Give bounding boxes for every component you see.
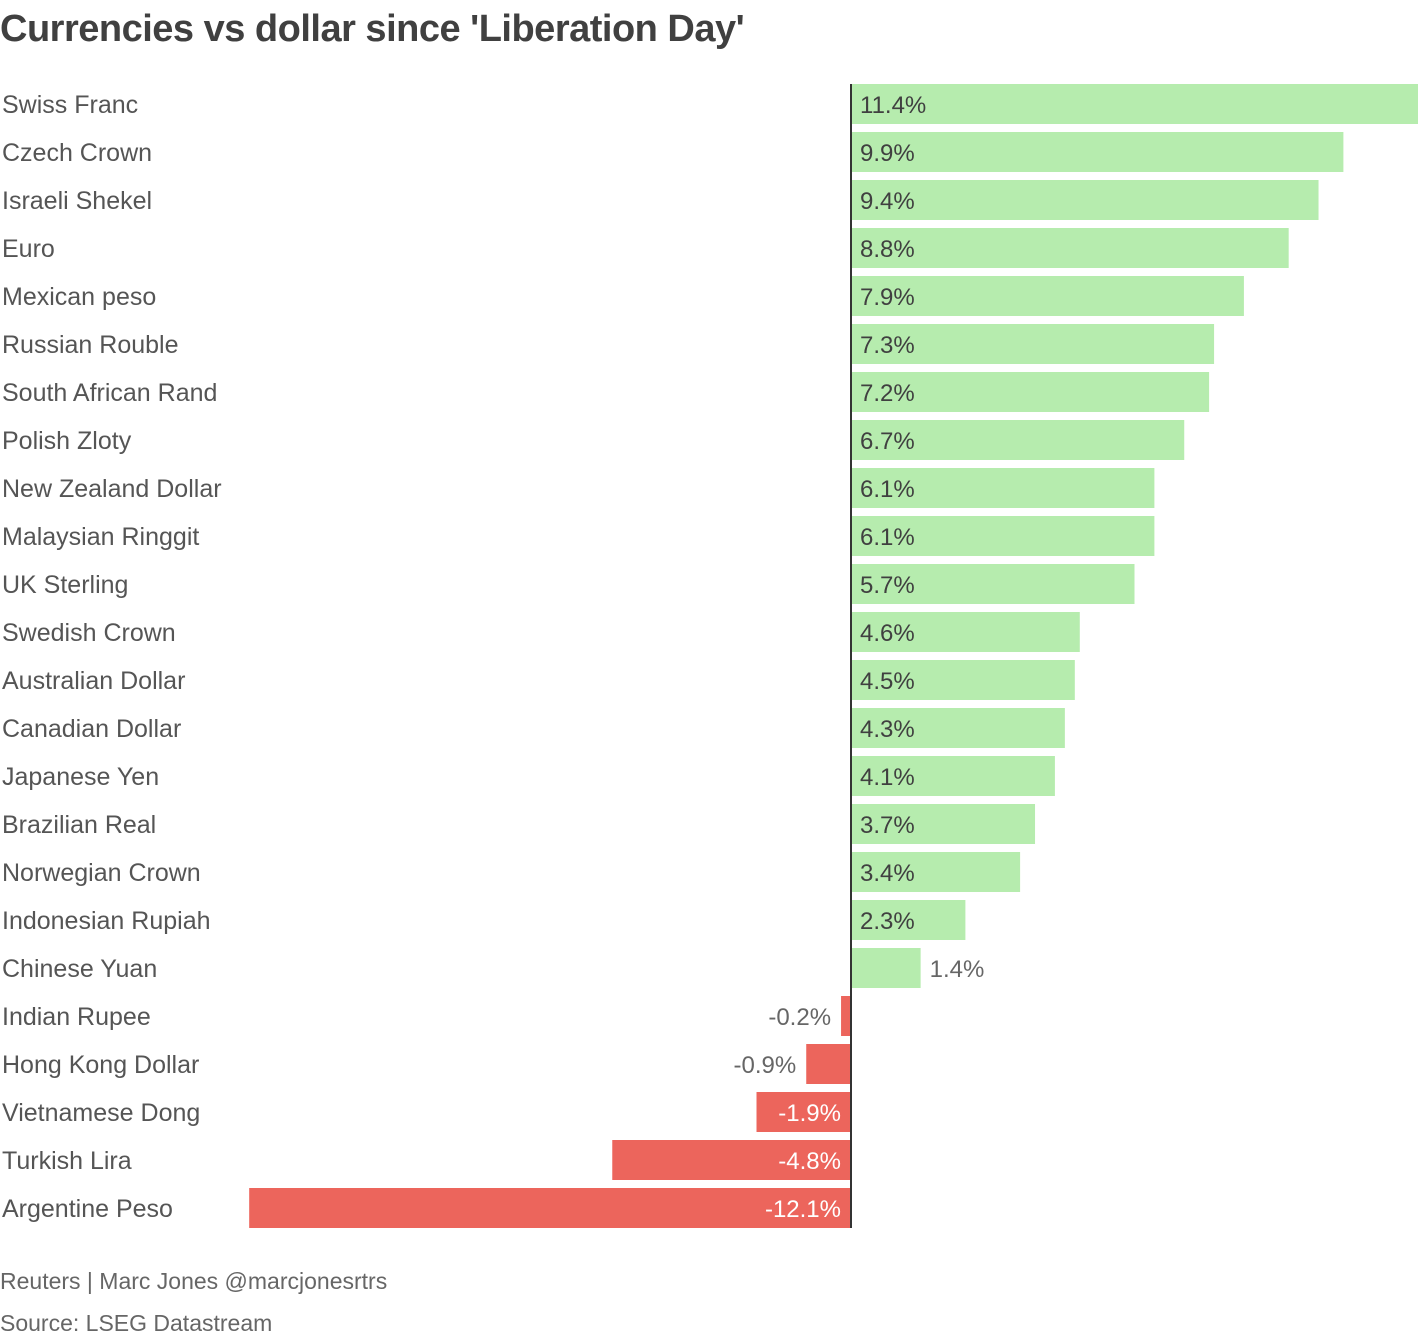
bar-russian-rouble (851, 324, 1215, 364)
value-label-indonesian-rupiah: 2.3% (860, 908, 915, 935)
category-label-indian-rupee: Indian Rupee (2, 1003, 151, 1031)
bar-new-zealand-dollar (851, 468, 1155, 508)
footer-source: Source: LSEG Datastream (0, 1310, 273, 1336)
value-label-norwegian-crown: 3.4% (860, 860, 915, 887)
value-label-canadian-dollar: 4.3% (860, 716, 915, 743)
category-label-swiss-franc: Swiss Franc (2, 91, 138, 119)
category-label-canadian-dollar: Canadian Dollar (2, 715, 181, 743)
labels-layer: Swiss Franc 11.4% Czech Crown 9.9% Israeli S… (2, 91, 984, 1223)
value-label-new-zealand-dollar: 6.1% (860, 476, 915, 503)
value-label-turkish-lira: -4.8% (778, 1148, 841, 1175)
value-label-euro: 8.8% (860, 236, 915, 263)
category-label-czech-crown: Czech Crown (2, 139, 152, 167)
value-label-chinese-yuan: 1.4% (930, 956, 985, 983)
bar-japanese-yen (851, 756, 1055, 796)
category-label-israeli-shekel: Israeli Shekel (2, 187, 152, 215)
value-label-mexican-peso: 7.9% (860, 284, 915, 311)
footer-credit: Reuters | Marc Jones @marcjonesrtrs (0, 1268, 388, 1294)
value-label-indian-rupee: -0.2% (768, 1004, 831, 1031)
bar-chart: Swiss Franc 11.4% Czech Crown 9.9% Israeli S… (2, 84, 1418, 1228)
value-label-malaysian-ringgit: 6.1% (860, 524, 915, 551)
bar-turkish-lira (612, 1140, 851, 1180)
category-label-vietnamese-dong: Vietnamese Dong (2, 1099, 200, 1127)
value-label-brazilian-real: 3.7% (860, 812, 915, 839)
bar-argentine-peso (249, 1188, 851, 1228)
bar-australian-dollar (851, 660, 1075, 700)
bar-indonesian-rupiah (851, 900, 966, 940)
value-label-czech-crown: 9.9% (860, 140, 915, 167)
category-label-japanese-yen: Japanese Yen (2, 763, 159, 791)
category-label-turkish-lira: Turkish Lira (2, 1147, 132, 1175)
category-label-hong-kong-dollar: Hong Kong Dollar (2, 1051, 199, 1079)
bar-uk-sterling (851, 564, 1135, 604)
bar-hong-kong-dollar (806, 1044, 851, 1084)
category-label-uk-sterling: UK Sterling (2, 571, 128, 599)
category-label-polish-zloty: Polish Zloty (2, 427, 132, 455)
bar-mexican-peso (851, 276, 1244, 316)
bar-brazilian-real (851, 804, 1036, 844)
bar-indian-rupee (841, 996, 851, 1036)
category-label-russian-rouble: Russian Rouble (2, 331, 179, 359)
value-label-hong-kong-dollar: -0.9% (734, 1052, 797, 1079)
bar-israeli-shekel (851, 180, 1319, 220)
value-label-south-african-rand: 7.2% (860, 380, 915, 407)
value-label-swedish-crown: 4.6% (860, 620, 915, 647)
bar-swedish-crown (851, 612, 1080, 652)
category-label-argentine-peso: Argentine Peso (2, 1195, 173, 1223)
category-label-brazilian-real: Brazilian Real (2, 811, 156, 839)
bar-canadian-dollar (851, 708, 1065, 748)
value-label-israeli-shekel: 9.4% (860, 188, 915, 215)
value-label-russian-rouble: 7.3% (860, 332, 915, 359)
category-label-mexican-peso: Mexican peso (2, 283, 156, 311)
value-label-argentine-peso: -12.1% (765, 1196, 841, 1223)
category-label-south-african-rand: South African Rand (2, 379, 217, 407)
value-label-vietnamese-dong: -1.9% (778, 1100, 841, 1127)
bar-euro (851, 228, 1289, 268)
category-label-malaysian-ringgit: Malaysian Ringgit (2, 523, 199, 551)
chart-title: Currencies vs dollar since 'Liberation D… (0, 8, 745, 50)
value-label-japanese-yen: 4.1% (860, 764, 915, 791)
category-label-norwegian-crown: Norwegian Crown (2, 859, 201, 887)
bar-polish-zloty (851, 420, 1185, 460)
bars-layer (249, 84, 1418, 1228)
bar-vietnamese-dong (756, 1092, 851, 1132)
category-label-euro: Euro (2, 235, 55, 263)
bar-swiss-franc (851, 84, 1418, 124)
bar-norwegian-crown (851, 852, 1021, 892)
bar-malaysian-ringgit (851, 516, 1155, 556)
category-label-australian-dollar: Australian Dollar (2, 667, 185, 695)
category-label-chinese-yuan: Chinese Yuan (2, 955, 157, 983)
bar-czech-crown (851, 132, 1344, 172)
value-label-australian-dollar: 4.5% (860, 668, 915, 695)
bar-chinese-yuan (851, 948, 921, 988)
category-label-swedish-crown: Swedish Crown (2, 619, 176, 647)
value-label-uk-sterling: 5.7% (860, 572, 915, 599)
value-label-swiss-franc: 11.4% (860, 92, 926, 119)
bar-south-african-rand (851, 372, 1210, 412)
category-label-new-zealand-dollar: New Zealand Dollar (2, 475, 222, 503)
category-label-indonesian-rupiah: Indonesian Rupiah (2, 907, 211, 935)
value-label-polish-zloty: 6.7% (860, 428, 915, 455)
